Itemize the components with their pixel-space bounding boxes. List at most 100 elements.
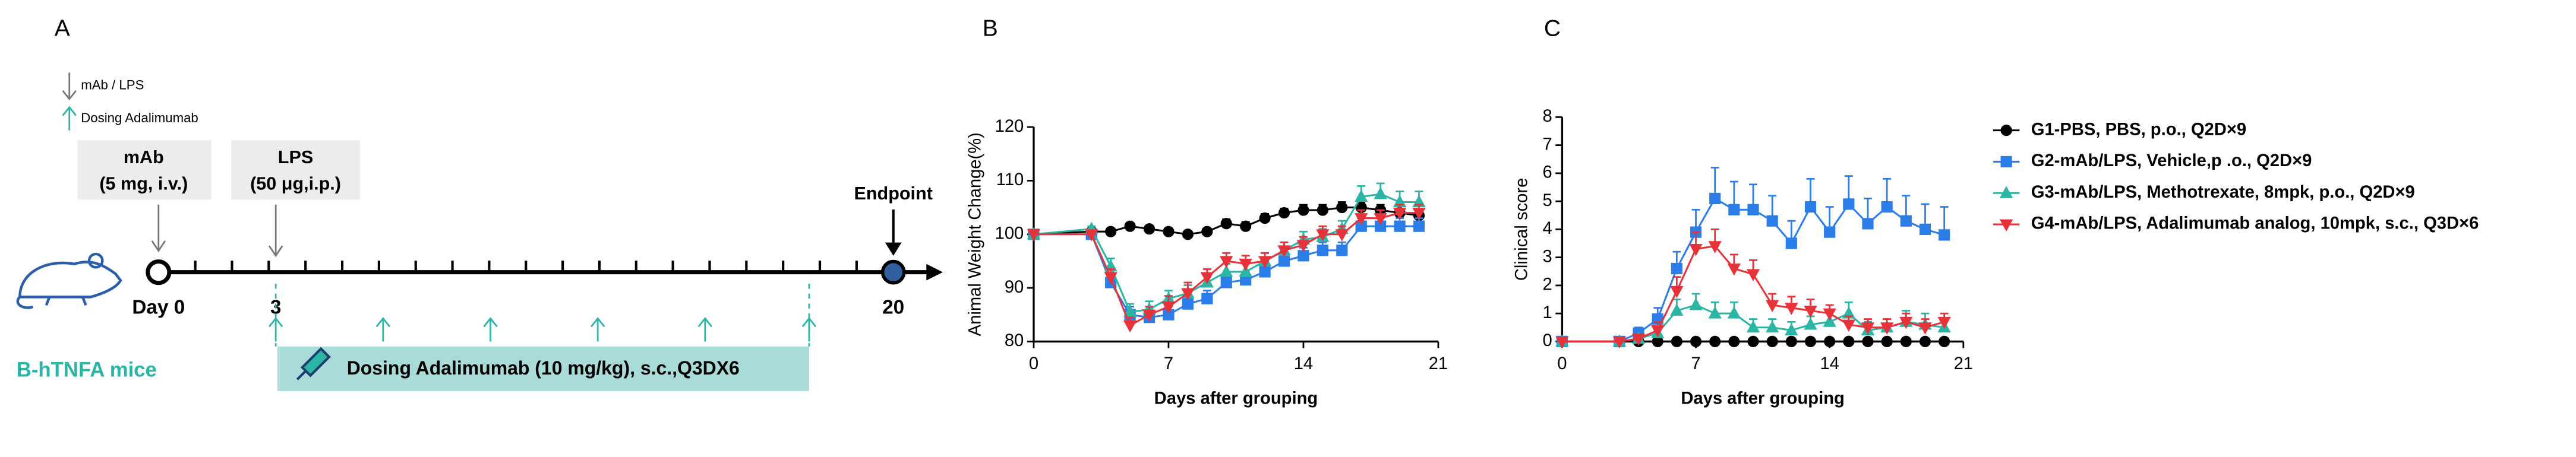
syringe-icon — [296, 347, 331, 380]
chart: B 80 90 100 110 120 0 7 14 21 Days after grouping A… — [965, 15, 1448, 408]
marker — [1804, 335, 1817, 347]
marker — [1220, 277, 1232, 288]
dose-arrows — [268, 317, 817, 342]
marker — [1824, 226, 1836, 238]
marker — [1804, 201, 1817, 213]
dose-arrow-head — [375, 317, 391, 328]
marker — [1999, 219, 2013, 232]
x-tick-label: 7 — [1691, 354, 1700, 373]
endpoint-label: Endpoint — [854, 183, 932, 204]
lps-label: LPS — [278, 147, 313, 167]
marker — [1258, 256, 1272, 268]
marker — [1670, 285, 1684, 299]
marker — [1900, 335, 1912, 347]
marker — [1143, 223, 1156, 235]
marker — [1240, 220, 1252, 232]
dosing-bar — [277, 346, 809, 391]
x-tick-label: 0 — [1029, 354, 1038, 373]
y-tick-label: 3 — [1542, 247, 1552, 266]
marker — [1804, 318, 1817, 330]
marker — [1413, 220, 1425, 232]
y-axis-label: Animal Weight Change(%) — [965, 132, 984, 336]
marker — [1374, 213, 1387, 226]
y-tick-label: 120 — [995, 117, 1024, 136]
mouse-ear — [87, 252, 104, 269]
legend-text: Dosing Adalimumab — [81, 110, 198, 125]
marker — [1631, 334, 1646, 346]
marker — [1708, 241, 1722, 253]
y-tick-label: 90 — [1005, 278, 1024, 297]
arrow-head — [62, 90, 77, 101]
marker — [1142, 309, 1156, 322]
marker — [1161, 302, 1176, 314]
start-marker — [146, 259, 172, 285]
marker — [1374, 186, 1387, 199]
marker — [1862, 335, 1874, 347]
timeline-head — [926, 264, 943, 281]
marker — [1823, 315, 1836, 327]
y-tick-label: 8 — [1542, 107, 1552, 126]
y-axis-label: Clinical score — [1512, 178, 1531, 281]
marker — [1785, 303, 1798, 315]
x-tick-label: 14 — [1294, 354, 1313, 373]
marker — [1709, 335, 1721, 347]
panel-a: A mAb / LPS Dosing Adalimumab mAb (5 mg,… — [16, 15, 943, 391]
marker — [1220, 218, 1232, 230]
marker — [1277, 245, 1291, 258]
marker — [1182, 228, 1194, 240]
marker — [1278, 207, 1290, 219]
marker — [1296, 240, 1311, 252]
legend-text: mAb / LPS — [81, 77, 144, 92]
x-tick-label: 14 — [1820, 354, 1839, 373]
marker — [1555, 336, 1569, 349]
y-tick-label: 7 — [1542, 135, 1552, 154]
marker — [1747, 204, 1759, 215]
marker — [1746, 320, 1760, 333]
y-tick-label: 0 — [1542, 331, 1552, 350]
legend-label: G4-mAb/LPS, Adalimumab analog, 10mpk, s.… — [2031, 214, 2479, 233]
marker — [1335, 229, 1349, 242]
mouse-label: B-hTNFA mice — [17, 359, 157, 382]
marker — [1823, 308, 1836, 321]
mouse-leg — [81, 296, 87, 306]
marker — [1785, 323, 1798, 335]
mab-label: mAb — [124, 147, 164, 167]
marker — [1355, 189, 1368, 202]
arrow-head — [151, 240, 166, 253]
mab-detail: (5 mg, i.v.) — [99, 173, 188, 193]
marker — [1881, 335, 1893, 347]
marker — [1804, 305, 1817, 318]
legend-mab-lps: mAb / LPS — [62, 72, 144, 101]
marker — [1027, 229, 1041, 242]
mouse-body — [18, 261, 122, 299]
marker — [1709, 192, 1721, 205]
y-tick-label: 5 — [1542, 191, 1552, 210]
y-tick-label: 2 — [1542, 275, 1552, 294]
panel-label: B — [983, 15, 998, 41]
legend-label: G1-PBS, PBS, p.o., Q2D×9 — [2031, 120, 2246, 139]
legend: G1-PBS, PBS, p.o., Q2D×9 G2-mAb/LPS, Vehi… — [1993, 120, 2479, 233]
marker — [1671, 335, 1682, 347]
y-tick-label: 80 — [1005, 331, 1024, 350]
marker — [1862, 218, 1874, 230]
marker — [1412, 208, 1426, 220]
y-tick-label: 100 — [995, 224, 1024, 243]
x-axis-label: Days after grouping — [1681, 389, 1845, 408]
legend-label: G3-mAb/LPS, Methotrexate, 8mpk, p.o., Q2… — [2031, 183, 2415, 202]
mouse-leg — [45, 296, 51, 306]
marker — [1728, 204, 1740, 215]
timeline — [158, 261, 943, 281]
marker — [1200, 272, 1214, 285]
marker — [1785, 335, 1797, 347]
marker — [1689, 243, 1703, 256]
syringe-barrel — [300, 347, 331, 377]
y-tick-label: 110 — [996, 170, 1024, 189]
dose-arrow-head — [268, 317, 283, 328]
legend-label: G2-mAb/LPS, Vehicle,p .o., Q2D×9 — [2031, 151, 2312, 170]
marker — [1746, 269, 1760, 282]
marker — [1899, 316, 1913, 329]
marker — [1163, 226, 1175, 237]
marker — [1919, 223, 1931, 235]
marker — [1728, 335, 1740, 347]
